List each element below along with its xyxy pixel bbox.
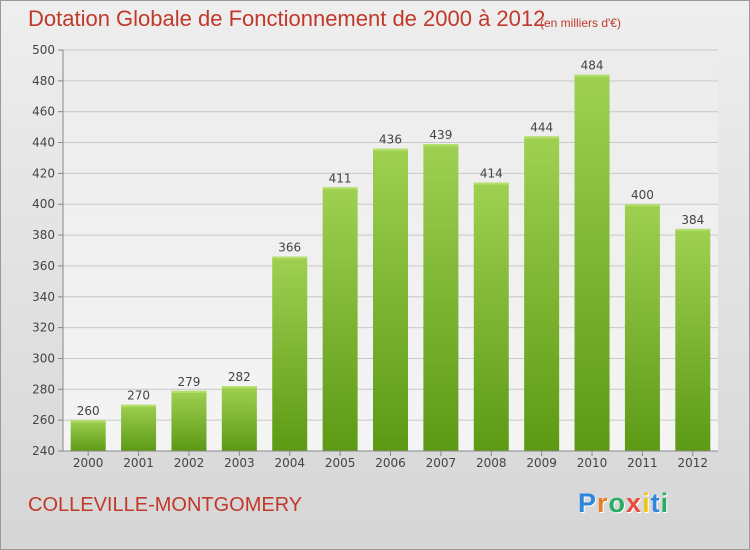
bar-highlight [574, 74, 610, 77]
logo-letter: o [608, 488, 627, 518]
y-tick-label: 480 [32, 74, 55, 88]
data-label: 384 [681, 213, 704, 227]
logo-letter: P [578, 488, 598, 518]
logo-letter: i [642, 488, 651, 518]
bar-2001 [121, 404, 157, 451]
bar-2002 [171, 390, 207, 451]
y-tick-label: 460 [32, 105, 55, 119]
bar-2010 [574, 74, 610, 451]
x-tick-label: 2012 [678, 456, 709, 470]
bar-2008 [473, 182, 509, 451]
bar-highlight [524, 136, 560, 139]
logo-letter: r [597, 488, 609, 518]
data-label: 444 [530, 120, 553, 134]
data-label: 282 [228, 370, 251, 384]
data-label: 270 [127, 389, 150, 403]
bar-2004 [272, 256, 308, 451]
data-label: 414 [480, 167, 503, 181]
bar-highlight [121, 404, 157, 407]
x-tick-label: 2001 [123, 456, 154, 470]
proxiti-logo: Proxiti [578, 488, 669, 519]
bar-2009 [524, 136, 560, 451]
bar-highlight [373, 148, 408, 151]
y-tick-label: 500 [32, 43, 55, 57]
x-tick-label: 2011 [627, 456, 658, 470]
data-label: 411 [329, 171, 352, 185]
bar-2000 [70, 420, 106, 451]
y-tick-label: 260 [32, 413, 55, 427]
x-tick-label: 2010 [577, 456, 608, 470]
bar-2003 [221, 386, 257, 451]
chart-title: Dotation Globale de Fonctionnement de 20… [28, 6, 546, 31]
bar-highlight [221, 386, 257, 389]
y-tick-label: 420 [32, 166, 55, 180]
data-label: 484 [581, 59, 604, 73]
bar-highlight [675, 228, 711, 231]
y-tick-label: 280 [32, 382, 55, 396]
x-tick-label: 2007 [426, 456, 457, 470]
y-tick-label: 300 [32, 351, 55, 365]
y-tick-label: 400 [32, 197, 55, 211]
bar-highlight [272, 256, 308, 259]
x-tick-label: 2009 [526, 456, 557, 470]
logo-letter: i [660, 488, 670, 518]
bar-highlight [624, 204, 660, 207]
bar-2011 [624, 204, 660, 451]
data-label: 436 [379, 133, 402, 147]
data-label: 439 [429, 128, 452, 142]
x-tick-label: 2003 [224, 456, 255, 470]
y-tick-label: 440 [32, 136, 55, 150]
bar-highlight [70, 420, 106, 423]
y-tick-label: 360 [32, 259, 55, 273]
x-tick-label: 2004 [274, 456, 305, 470]
data-label: 400 [631, 188, 654, 202]
x-tick-label: 2002 [174, 456, 205, 470]
bar-highlight [473, 182, 509, 185]
bar-2005 [322, 187, 358, 451]
data-label: 366 [278, 241, 301, 255]
data-label: 279 [178, 375, 201, 389]
bar-2012 [675, 228, 711, 451]
chart-unit: (en milliers d'€) [540, 16, 621, 30]
bar-highlight [322, 187, 358, 190]
y-tick-label: 340 [32, 290, 55, 304]
data-label: 260 [77, 404, 100, 418]
x-tick-label: 2006 [375, 456, 406, 470]
x-tick-label: 2008 [476, 456, 507, 470]
bar-2006 [373, 148, 408, 451]
x-tick-label: 2000 [73, 456, 104, 470]
bar-highlight [171, 390, 207, 393]
y-tick-label: 320 [32, 321, 55, 335]
x-tick-label: 2005 [325, 456, 356, 470]
logo-letter: t [650, 488, 661, 518]
logo-letter: x [626, 488, 643, 518]
commune-name: COLLEVILLE-MONTGOMERY [28, 494, 303, 516]
bar-2007 [423, 144, 459, 452]
y-tick-label: 380 [32, 228, 55, 242]
bar-highlight [423, 144, 459, 147]
y-tick-label: 240 [32, 444, 55, 458]
